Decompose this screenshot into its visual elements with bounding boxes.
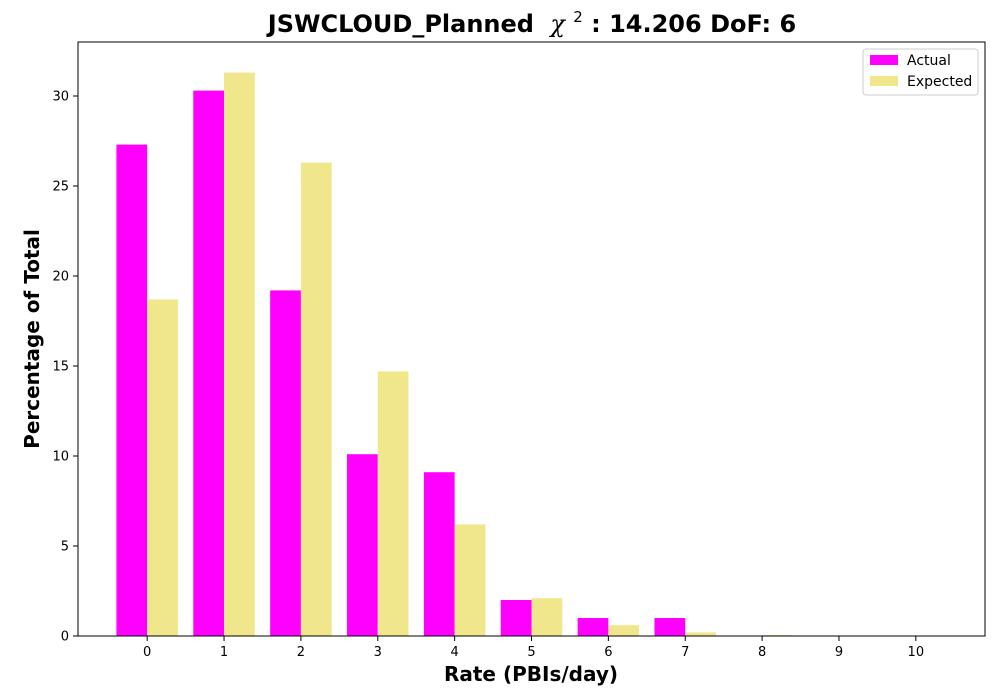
- bar-actual-1: [193, 90, 225, 637]
- plot-area: 0 1 2 3 4 5 6 7 8 9 10 0 5 10 15 20 25 30: [52, 41, 986, 660]
- x-tick-label-3: 3: [374, 645, 382, 660]
- bar-expected-7: [685, 632, 716, 636]
- x-tick-label-2: 2: [297, 645, 305, 660]
- y-tick-label-5: 5: [61, 540, 69, 555]
- y-tick-label-25: 25: [52, 180, 69, 195]
- x-tick-label-7: 7: [681, 645, 689, 660]
- x-tick-label-1: 1: [220, 645, 228, 660]
- legend-label-actual: Actual: [907, 53, 951, 69]
- chart-title-main: JSWCLOUD_Planned: [266, 10, 534, 38]
- legend-label-expected: Expected: [907, 74, 972, 90]
- bar-expected-2: [300, 162, 332, 636]
- y-tick-label-15: 15: [52, 360, 69, 375]
- x-tick-label-5: 5: [527, 645, 535, 660]
- bar-expected-0: [147, 299, 178, 636]
- x-tick-label-9: 9: [835, 645, 843, 660]
- bar-expected-6: [608, 625, 640, 636]
- x-tick-label-10: 10: [908, 645, 925, 660]
- chart-title-chi: χ: [548, 10, 566, 38]
- y-tick-label-30: 30: [52, 90, 69, 105]
- legend-swatch-expected: [870, 76, 898, 86]
- bar-expected-1: [224, 72, 255, 637]
- x-tick-label-6: 6: [604, 645, 612, 660]
- bar-actual-4: [423, 472, 455, 636]
- bar-actual-3: [347, 454, 378, 636]
- x-axis-label: Rate (PBIs/day): [444, 662, 618, 686]
- bar-actual-2: [270, 290, 301, 636]
- x-tick-label-4: 4: [450, 645, 458, 660]
- bar-actual-6: [577, 618, 609, 636]
- bar-actual-7: [654, 618, 686, 636]
- y-axis-label: Percentage of Total: [20, 229, 44, 449]
- x-tick-label-0: 0: [143, 645, 151, 660]
- bar-expected-5: [531, 598, 563, 636]
- bar-expected-3: [377, 371, 409, 636]
- x-tick-label-8: 8: [758, 645, 766, 660]
- bar-actual-0: [116, 144, 148, 636]
- y-tick-label-10: 10: [52, 450, 69, 465]
- bar-expected-4: [454, 524, 486, 636]
- legend-swatch-actual: [870, 55, 898, 65]
- legend: Actual Expected: [862, 48, 979, 96]
- y-tick-label-20: 20: [52, 270, 69, 285]
- chart-title-stats: : 14.206 DoF: 6: [591, 10, 796, 38]
- chart-title-chi-superscript: 2: [573, 8, 583, 26]
- chart-title: JSWCLOUD_Planned χ 2 : 14.206 DoF: 6: [266, 0, 796, 38]
- y-tick-label-0: 0: [61, 630, 69, 645]
- bar-actual-5: [500, 600, 532, 636]
